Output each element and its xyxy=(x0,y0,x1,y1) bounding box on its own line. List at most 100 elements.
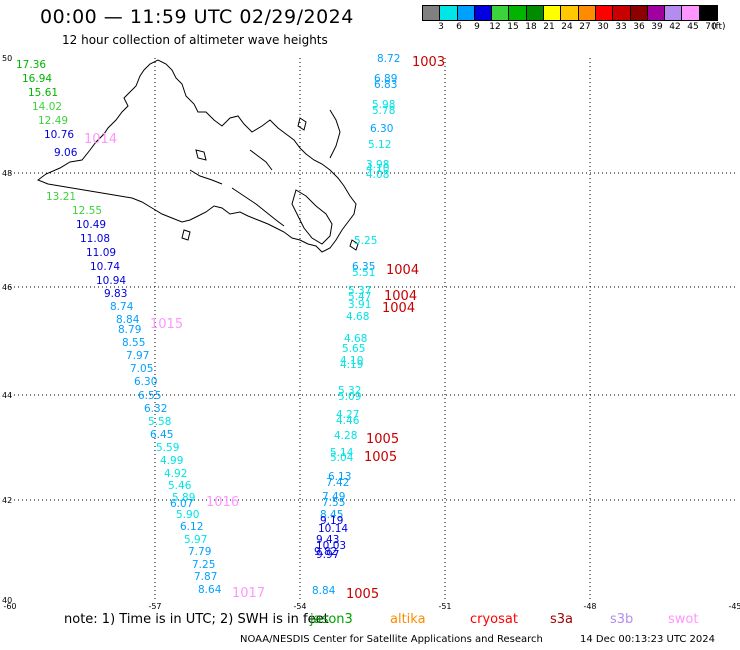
colorbar-swatch xyxy=(699,6,718,20)
wave-height-value: 10.03 xyxy=(316,540,346,552)
wave-height-value: 17.36 xyxy=(16,59,46,71)
wave-height-value: 7.97 xyxy=(126,350,149,362)
coastline-main xyxy=(36,59,357,253)
wave-height-value: 10.14 xyxy=(318,523,348,535)
colorbar-swatch xyxy=(440,6,458,20)
wave-height-value: 3.98 xyxy=(366,159,389,171)
wave-height-value: 6.55 xyxy=(138,390,161,402)
wave-height-value: 7.55 xyxy=(322,497,345,509)
altimeter-tracks: 17.36 16.94 15.61 14.02 12.49 10.76 9.06 13.21 1… xyxy=(16,53,400,597)
pressure-label: 1014 xyxy=(84,132,117,147)
lat-label: 42 xyxy=(2,496,12,505)
wave-height-value: 5.25 xyxy=(354,235,377,247)
lon-label: -48 xyxy=(583,602,596,611)
colorbar-tick: 15 xyxy=(507,22,519,32)
wave-height-value: 7.87 xyxy=(194,571,217,583)
legend-item-s3b: s3b xyxy=(610,612,634,627)
colorbar-tick: 6 xyxy=(456,22,462,32)
colorbar-swatch xyxy=(509,6,527,20)
lat-label: 50 xyxy=(2,54,12,63)
wave-height-value: 8.84 xyxy=(312,585,336,597)
wave-height-value: 9.43 xyxy=(316,534,339,546)
wave-height-value: 12.49 xyxy=(38,115,68,127)
wave-height-value: 5.12 xyxy=(368,139,391,151)
wave-height-value: 11.09 xyxy=(86,247,116,259)
colorbar-swatch xyxy=(630,6,648,20)
wave-height-value: 6.30 xyxy=(370,123,393,135)
wave-height-value: 5.09 xyxy=(338,391,361,403)
colorbar-tick: 36 xyxy=(633,22,645,32)
lon-label: -54 xyxy=(293,602,306,611)
wave-height-value: 8.45 xyxy=(320,509,343,521)
coastline-islands-4 xyxy=(181,229,191,241)
colorbar-tick: 45 xyxy=(687,22,699,32)
wave-height-value: 7.42 xyxy=(326,477,349,489)
colorbar-swatch xyxy=(544,6,562,20)
wave-height-value: 8.74 xyxy=(110,301,134,313)
wave-height-value: 16.94 xyxy=(22,73,52,85)
pressure-label: 1017 xyxy=(232,586,265,601)
colorbar-swatch xyxy=(665,6,683,20)
wave-height-value: 10.74 xyxy=(90,261,120,273)
wave-height-value: 5.47 xyxy=(348,291,371,303)
colorbar-unit: (ft) xyxy=(712,22,726,32)
wave-height-value: 14.02 xyxy=(32,101,62,113)
legend-item-altika: altika xyxy=(390,612,426,627)
lon-label: -57 xyxy=(148,602,161,611)
wave-height-value: 8.55 xyxy=(122,337,145,349)
coastline-islands-1 xyxy=(297,117,307,131)
wave-height-value: 9.19 xyxy=(320,515,343,527)
wave-height-value: 5.97 xyxy=(184,534,207,546)
colorbar-swatch xyxy=(682,6,700,20)
wave-height-value: 4.08 xyxy=(366,169,389,181)
lon-label: -45 xyxy=(728,602,740,611)
colorbar-tick: 24 xyxy=(561,22,573,32)
legend-item-jason3: jason3 xyxy=(310,612,353,627)
colorbar-swatch xyxy=(492,6,510,20)
wave-height-value: 5.58 xyxy=(148,416,171,428)
wave-height-value: 5.89 xyxy=(172,492,195,504)
note-text: note: 1) Time is in UTC; 2) SWH is in fe… xyxy=(64,612,329,627)
wave-height-value: 6.07 xyxy=(170,498,193,510)
colorbar-tick: 27 xyxy=(579,22,591,32)
wave-height-value: 4.68 xyxy=(346,311,369,323)
wave-height-value: 5.46 xyxy=(168,480,192,492)
lon-label: -60 xyxy=(3,602,16,611)
pressure-labels: 1014101510161017100310041004100410051005… xyxy=(84,55,445,602)
wave-height-value: 10.76 xyxy=(44,129,74,141)
wave-height-value: 5.59 xyxy=(156,442,179,454)
footer-credit: NOAA/NESDIS Center for Satellite Applica… xyxy=(240,634,543,645)
wave-height-value: 4.10 xyxy=(340,355,363,367)
wave-height-value: 5.90 xyxy=(176,509,199,521)
colorbar-swatch xyxy=(613,6,631,20)
wave-height-value: 5.65 xyxy=(342,343,365,355)
wave-height-value: 8.64 xyxy=(198,584,222,596)
wave-height-value: 5.51 xyxy=(352,267,375,279)
pressure-label: 1016 xyxy=(206,495,239,510)
wave-height-value: 6.35 xyxy=(352,261,375,273)
wave-height-value: 4.19 xyxy=(340,359,363,371)
wave-height-value: 9.83 xyxy=(104,288,127,300)
colorbar-tick: 42 xyxy=(669,22,681,32)
wave-height-value: 4.27 xyxy=(336,409,359,421)
colorbar-swatch xyxy=(647,6,666,20)
colorbar-tick: 39 xyxy=(651,22,663,32)
coastline-inlet-2 xyxy=(189,169,223,185)
wave-height-value: 5.14 xyxy=(330,447,354,459)
colorbar-swatch xyxy=(595,6,614,20)
colorbar-tick: 9 xyxy=(474,22,480,32)
colorbar-tick: 70 xyxy=(705,22,717,32)
wave-height-value: 5.98 xyxy=(372,99,395,111)
wave-height-value: 6.13 xyxy=(328,471,351,483)
wave-height-value: 3.91 xyxy=(348,299,371,311)
lat-lon-grid xyxy=(10,58,735,600)
coastline-inlet-3 xyxy=(249,149,273,171)
lat-label: 46 xyxy=(2,283,12,292)
legend-item-s3a: s3a xyxy=(550,612,574,627)
colorbar-tick: 18 xyxy=(525,22,537,32)
wave-height-value: 7.25 xyxy=(192,559,215,571)
coastline-inlet-1 xyxy=(231,187,285,227)
chart-subtitle: 12 hour collection of altimeter wave hei… xyxy=(62,33,328,47)
wave-height-value: 10.94 xyxy=(96,275,126,287)
